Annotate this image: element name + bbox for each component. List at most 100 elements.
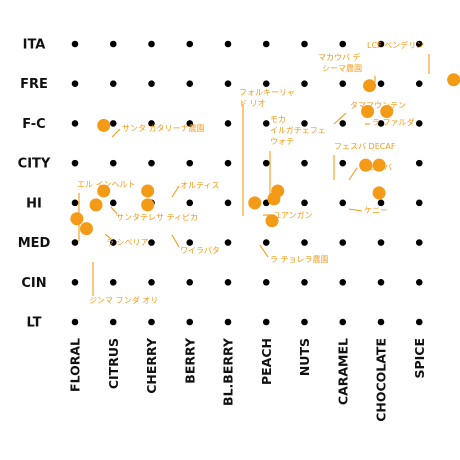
data-label: ユアンガン	[273, 210, 313, 220]
grid-dot	[377, 278, 385, 286]
data-point	[267, 192, 281, 206]
data-label: ラ チョレラ農園	[270, 254, 329, 264]
grid-dot	[71, 80, 79, 88]
data-label: ラ ファルダ	[372, 117, 415, 127]
grid-dot	[71, 40, 79, 48]
data-point	[97, 118, 111, 132]
grid-dot	[415, 239, 423, 246]
data-label: ワイラパタ	[180, 246, 220, 255]
grid-dot	[186, 239, 194, 246]
grid-dot	[186, 199, 194, 207]
grid-dot	[262, 120, 270, 127]
grid-dot	[339, 239, 347, 246]
grid-dot	[377, 120, 385, 127]
grid-dot	[301, 199, 308, 207]
grid-dot	[301, 120, 308, 127]
data-point	[380, 105, 394, 119]
row-label-med: MED	[18, 236, 51, 251]
data-point	[79, 222, 93, 236]
grid-dot	[148, 318, 155, 326]
data-label: ケニー	[364, 206, 388, 215]
grid-dot	[186, 120, 194, 127]
column-label-blberry: BL.BERRY	[221, 337, 236, 406]
grid-dot	[109, 199, 117, 207]
grid-dot	[186, 40, 194, 48]
data-point	[141, 184, 155, 198]
grid-dot	[339, 159, 347, 167]
grid-dot	[109, 239, 117, 246]
grid-dot	[71, 318, 79, 326]
row-label-fre: FRE	[20, 77, 48, 92]
column-label-caramel: CARAMEL	[335, 338, 350, 405]
data-label: フェスバ	[360, 163, 392, 172]
grid-dot	[262, 159, 270, 167]
grid-dot	[301, 159, 308, 167]
row-label-f-c: F-C	[22, 117, 45, 132]
grid-dot	[224, 199, 232, 207]
row-label-hi: HI	[26, 196, 42, 211]
column-label-cherry: CHERRY	[144, 337, 159, 394]
leader-line	[110, 206, 118, 215]
grid-dot	[415, 80, 423, 88]
leader-line	[171, 185, 180, 198]
grid-dot	[224, 318, 232, 326]
grid-dot	[148, 40, 155, 48]
grid-dot	[109, 318, 117, 326]
grid-dot	[109, 278, 117, 286]
data-point	[89, 198, 103, 212]
data-label: サンタテレサ ティピカ	[116, 213, 198, 222]
grid-dot	[339, 120, 347, 127]
column-label-spice: SPICE	[412, 338, 427, 379]
data-point	[363, 79, 377, 93]
grid-dot	[224, 239, 232, 246]
grid-dot	[224, 278, 232, 286]
grid-dot	[415, 40, 423, 48]
grid-dot	[262, 40, 270, 48]
grid-dot	[109, 40, 117, 48]
data-point	[97, 184, 111, 198]
grid-dot	[262, 80, 270, 88]
data-point	[359, 158, 373, 172]
grid-dot	[224, 80, 232, 88]
grid-dot	[71, 278, 79, 286]
grid-dot	[186, 159, 194, 167]
column-label-citrus: CITRUS	[106, 338, 121, 389]
grid-dot	[224, 120, 232, 127]
leader-line	[111, 128, 121, 138]
leader-line	[171, 234, 180, 248]
leader-line	[348, 167, 358, 181]
grid-dot	[148, 278, 155, 286]
column-label-berry: BERRY	[182, 337, 197, 384]
grid-dot	[377, 199, 385, 207]
data-label: マカウバ デシーマ農園	[318, 52, 362, 73]
data-point	[70, 212, 84, 226]
grid-dot	[71, 239, 79, 246]
grid-dot	[415, 159, 423, 167]
column-label-floral: FLORAL	[68, 338, 83, 392]
column-label-chocolate: CHOCOLATE	[374, 338, 389, 422]
leader-line	[104, 233, 112, 240]
grid-dot	[109, 120, 117, 127]
grid-dot	[301, 80, 308, 88]
grid-dot	[301, 278, 308, 286]
data-label: ジンマ フンダ オリ	[89, 295, 158, 305]
leader-line	[348, 208, 363, 212]
data-point	[265, 214, 279, 228]
data-point	[447, 73, 460, 87]
grid-dot	[71, 159, 79, 167]
leader-line	[333, 112, 347, 125]
grid-dot	[109, 80, 117, 88]
data-label: ラ シベリア	[106, 238, 149, 247]
data-label: フォルキーリャド リオ	[239, 88, 295, 108]
grid-dot	[415, 199, 423, 207]
grid-dots	[71, 40, 423, 326]
data-point	[372, 186, 386, 200]
grid-dot	[186, 278, 194, 286]
grid-dot	[415, 278, 423, 286]
grid-dot	[301, 318, 308, 326]
data-label: LCF ペンデリン	[367, 40, 424, 50]
grid-dot	[301, 40, 308, 48]
grid-dot	[262, 278, 270, 286]
